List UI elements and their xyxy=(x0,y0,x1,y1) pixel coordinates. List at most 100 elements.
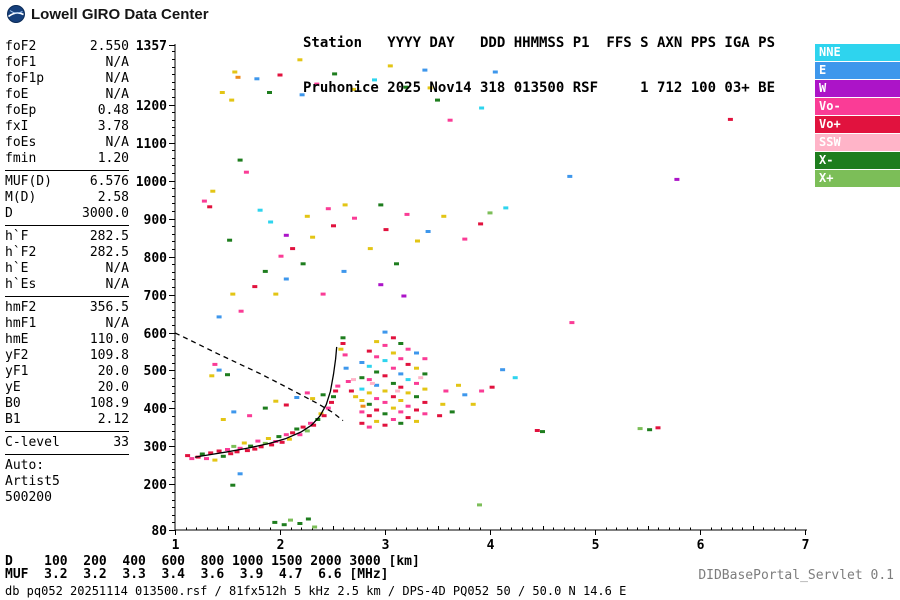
echo-point xyxy=(405,362,411,366)
legend-item-SSW: SSW xyxy=(815,134,900,151)
trace-solid xyxy=(194,346,338,458)
echo-point xyxy=(395,389,401,393)
param-label: fmin xyxy=(5,151,37,166)
param-row-fxI: fxI 3.78 xyxy=(5,119,129,135)
separator xyxy=(5,225,129,226)
echo-point xyxy=(252,285,258,289)
echo-point xyxy=(216,315,222,319)
echo-point xyxy=(422,68,428,72)
echo-point xyxy=(387,64,393,68)
echo-point xyxy=(422,412,428,416)
param-row-foEs: foEs N/A xyxy=(5,135,129,151)
param-value: 6.576 xyxy=(89,174,129,189)
param-label: foEs xyxy=(5,135,37,150)
echo-point xyxy=(398,399,404,402)
echo-point xyxy=(647,428,653,432)
param-label: hmF1 xyxy=(5,316,37,331)
param-row-hmE: hmE 110.0 xyxy=(5,332,129,348)
echo-point xyxy=(414,381,419,385)
param-value: 2.58 xyxy=(97,190,129,205)
echo-point xyxy=(398,342,404,345)
y-tick-label: 200 xyxy=(144,478,168,493)
echo-point xyxy=(297,433,303,437)
param-row-h`F2: h`F2 282.5 xyxy=(5,245,129,261)
echo-point xyxy=(404,212,410,216)
echo-point xyxy=(314,82,320,86)
station-header-line2: Pruhonice 2025 Nov14 318 013500 RSF 1 71… xyxy=(303,80,776,96)
echo-point xyxy=(241,441,247,445)
echo-point xyxy=(512,376,518,380)
echo-point xyxy=(342,203,348,207)
echo-point xyxy=(273,292,279,296)
param-value: 356.5 xyxy=(89,300,129,315)
echo-point xyxy=(414,366,419,370)
echo-point xyxy=(228,452,234,456)
echo-point xyxy=(422,400,428,404)
echo-point xyxy=(390,351,396,355)
echo-point xyxy=(237,446,243,450)
param-label: D xyxy=(5,206,13,221)
param-row-C-level: C-level 33 xyxy=(5,435,129,451)
echo-point xyxy=(637,427,643,431)
param-label: yF2 xyxy=(5,348,29,363)
echo-point xyxy=(351,378,356,382)
echo-point xyxy=(262,441,268,445)
echo-point xyxy=(201,199,207,203)
echo-point xyxy=(390,336,396,340)
y-tick-label: 300 xyxy=(144,440,168,455)
echo-point xyxy=(308,421,313,425)
legend-item-Vo-: Vo- xyxy=(815,98,900,115)
echo-point xyxy=(283,277,289,281)
echo-point xyxy=(329,400,334,404)
x-tick-label: 1 xyxy=(172,538,180,553)
echo-point xyxy=(405,347,411,351)
brand-header: Lowell GIRO Data Center xyxy=(6,4,209,24)
param-value: 282.5 xyxy=(89,229,129,244)
echo-point xyxy=(414,395,419,399)
echo-point xyxy=(335,384,341,388)
echo-point xyxy=(281,523,287,527)
echo-point xyxy=(279,440,285,444)
echo-point xyxy=(415,239,420,243)
parameter-panel: foF2 2.550 foF1 N/A foF1p N/A foE N/A foEp 0.48 fx… xyxy=(5,39,129,506)
servlet-version-label: DIDBasePortal_Servlet 0.1 xyxy=(698,568,894,583)
x-tick-label: 6 xyxy=(697,538,705,553)
echo-point xyxy=(216,368,222,372)
param-label: foF1p xyxy=(5,71,45,86)
param-row-foF2: foF2 2.550 xyxy=(5,39,129,55)
echo-point xyxy=(382,359,388,363)
echo-point xyxy=(225,448,230,451)
echo-point xyxy=(470,402,476,406)
echo-point xyxy=(277,73,283,77)
echo-point xyxy=(374,408,380,412)
echo-point xyxy=(492,70,498,74)
param-row-B1: B1 2.12 xyxy=(5,412,129,428)
echo-point xyxy=(414,408,419,412)
echo-point xyxy=(310,397,316,401)
echo-point xyxy=(227,238,233,242)
echo-point xyxy=(394,262,399,266)
echo-point xyxy=(269,443,275,447)
echo-point xyxy=(359,387,365,391)
y-tick-label: 500 xyxy=(144,364,168,379)
echo-point xyxy=(225,373,230,377)
echo-point xyxy=(204,457,209,461)
echo-point xyxy=(422,357,428,361)
echo-point xyxy=(345,380,351,383)
echo-point xyxy=(414,351,419,355)
param-label: fxI xyxy=(5,119,29,134)
echo-point xyxy=(331,224,336,228)
param-row-hmF2: hmF2 356.5 xyxy=(5,300,129,316)
echo-point xyxy=(500,368,506,372)
param-row-h`Es: h`Es N/A xyxy=(5,277,129,293)
echo-point xyxy=(290,247,296,251)
param-value: N/A xyxy=(105,277,129,292)
y-tick-label: 700 xyxy=(144,289,168,304)
echo-point xyxy=(265,437,271,440)
echo-point xyxy=(305,517,311,521)
echo-point xyxy=(267,91,272,94)
echo-point xyxy=(382,330,388,334)
param-value: 282.5 xyxy=(89,245,129,260)
legend-item-W: W xyxy=(815,80,900,97)
